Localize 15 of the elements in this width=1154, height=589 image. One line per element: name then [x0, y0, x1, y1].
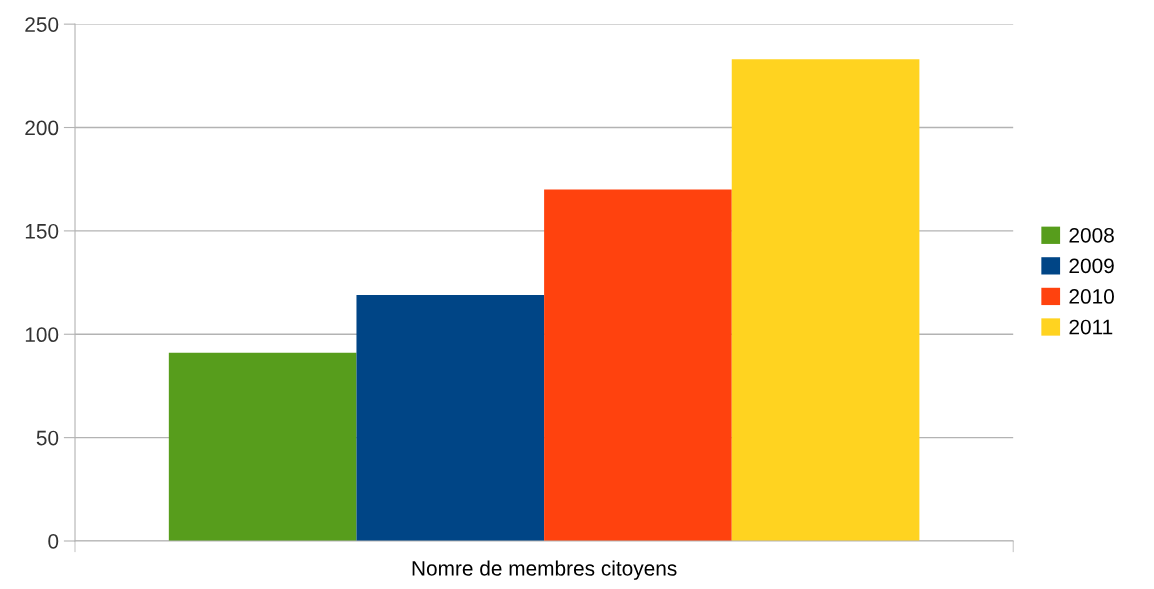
y-tick-label: 150 — [25, 223, 59, 239]
legend-label: 2010 — [1069, 289, 1114, 304]
bar — [168, 352, 357, 541]
legend-label: 2008 — [1069, 227, 1114, 243]
y-tick-label: 250 — [25, 17, 59, 32]
x-tick-label: Nomre de membres citoyens — [412, 560, 677, 580]
y-tick-label: 0 — [48, 534, 59, 549]
bar — [356, 294, 545, 541]
legend-label: 2011 — [1069, 319, 1113, 335]
y-tick-label: 100 — [25, 327, 59, 343]
bar — [731, 59, 920, 541]
legend-label: 2009 — [1069, 258, 1114, 274]
y-tick-label: 50 — [36, 430, 59, 446]
y-tick-label: 200 — [25, 120, 59, 136]
bar — [544, 189, 732, 541]
